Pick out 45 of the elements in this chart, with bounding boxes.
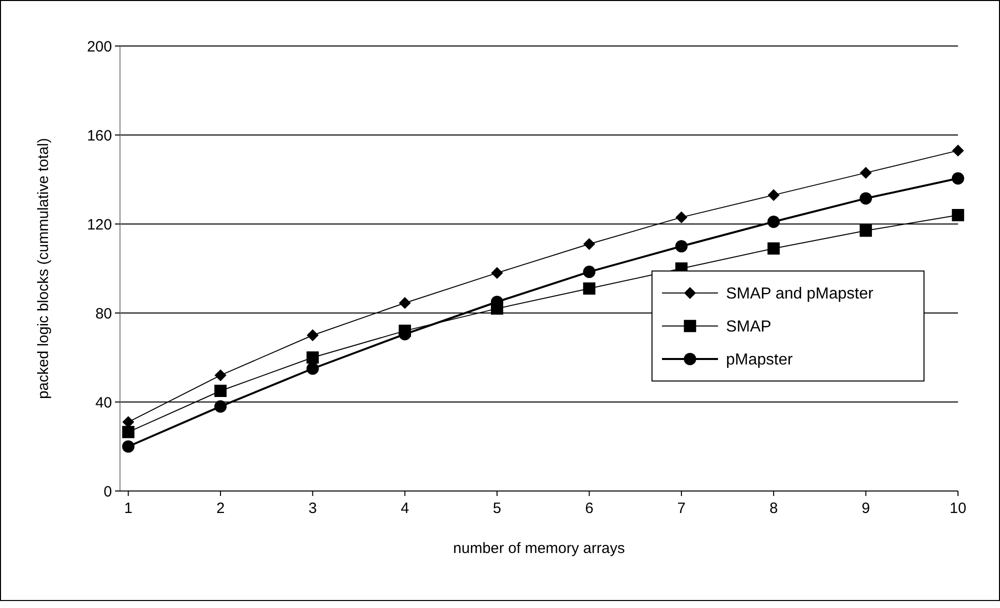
point bbox=[952, 208, 964, 222]
y-tick-label: 160 bbox=[86, 127, 112, 144]
legend-label: SMAP and pMapster bbox=[726, 286, 874, 303]
point bbox=[214, 384, 227, 397]
point bbox=[306, 329, 319, 342]
legend-label: SMAP bbox=[726, 318, 772, 336]
legend-label: pMapster bbox=[726, 352, 794, 369]
point bbox=[122, 440, 134, 453]
x-tick-label: 9 bbox=[862, 500, 870, 517]
point bbox=[768, 189, 780, 202]
x-tick-label: 2 bbox=[216, 500, 225, 517]
y-tick-label: 0 bbox=[104, 483, 112, 500]
point bbox=[306, 351, 319, 364]
point bbox=[583, 238, 596, 250]
point bbox=[214, 400, 227, 413]
x-tick-label: 1 bbox=[124, 500, 132, 517]
point bbox=[952, 144, 964, 157]
y-tick-label: 80 bbox=[95, 305, 112, 322]
x-tick-label: 3 bbox=[308, 500, 317, 517]
y-tick-label: 40 bbox=[95, 394, 112, 412]
point bbox=[860, 224, 872, 237]
point bbox=[491, 267, 503, 279]
point bbox=[860, 192, 872, 205]
point bbox=[675, 211, 688, 224]
point bbox=[768, 242, 780, 255]
y-tick-label: 120 bbox=[86, 216, 112, 234]
point bbox=[398, 297, 411, 309]
x-tick-label: 4 bbox=[400, 500, 410, 517]
point bbox=[306, 362, 319, 375]
x-tick-label: 7 bbox=[677, 500, 686, 517]
point bbox=[952, 172, 964, 185]
x-tick-label: 10 bbox=[950, 500, 966, 517]
x-tick-label: 6 bbox=[585, 500, 594, 517]
point bbox=[122, 426, 134, 438]
point bbox=[214, 369, 226, 382]
point bbox=[583, 266, 596, 278]
point bbox=[767, 216, 780, 228]
x-tick-label: 5 bbox=[492, 500, 502, 517]
y-tick-label: 200 bbox=[86, 38, 112, 56]
x-axis-title: number of memory arrays bbox=[453, 540, 625, 557]
y-axis-title: packed logic blocks (cummulative total) bbox=[35, 138, 52, 399]
x-tick-label: 8 bbox=[769, 500, 778, 517]
point bbox=[860, 166, 872, 179]
point bbox=[675, 240, 688, 252]
point bbox=[583, 282, 596, 295]
